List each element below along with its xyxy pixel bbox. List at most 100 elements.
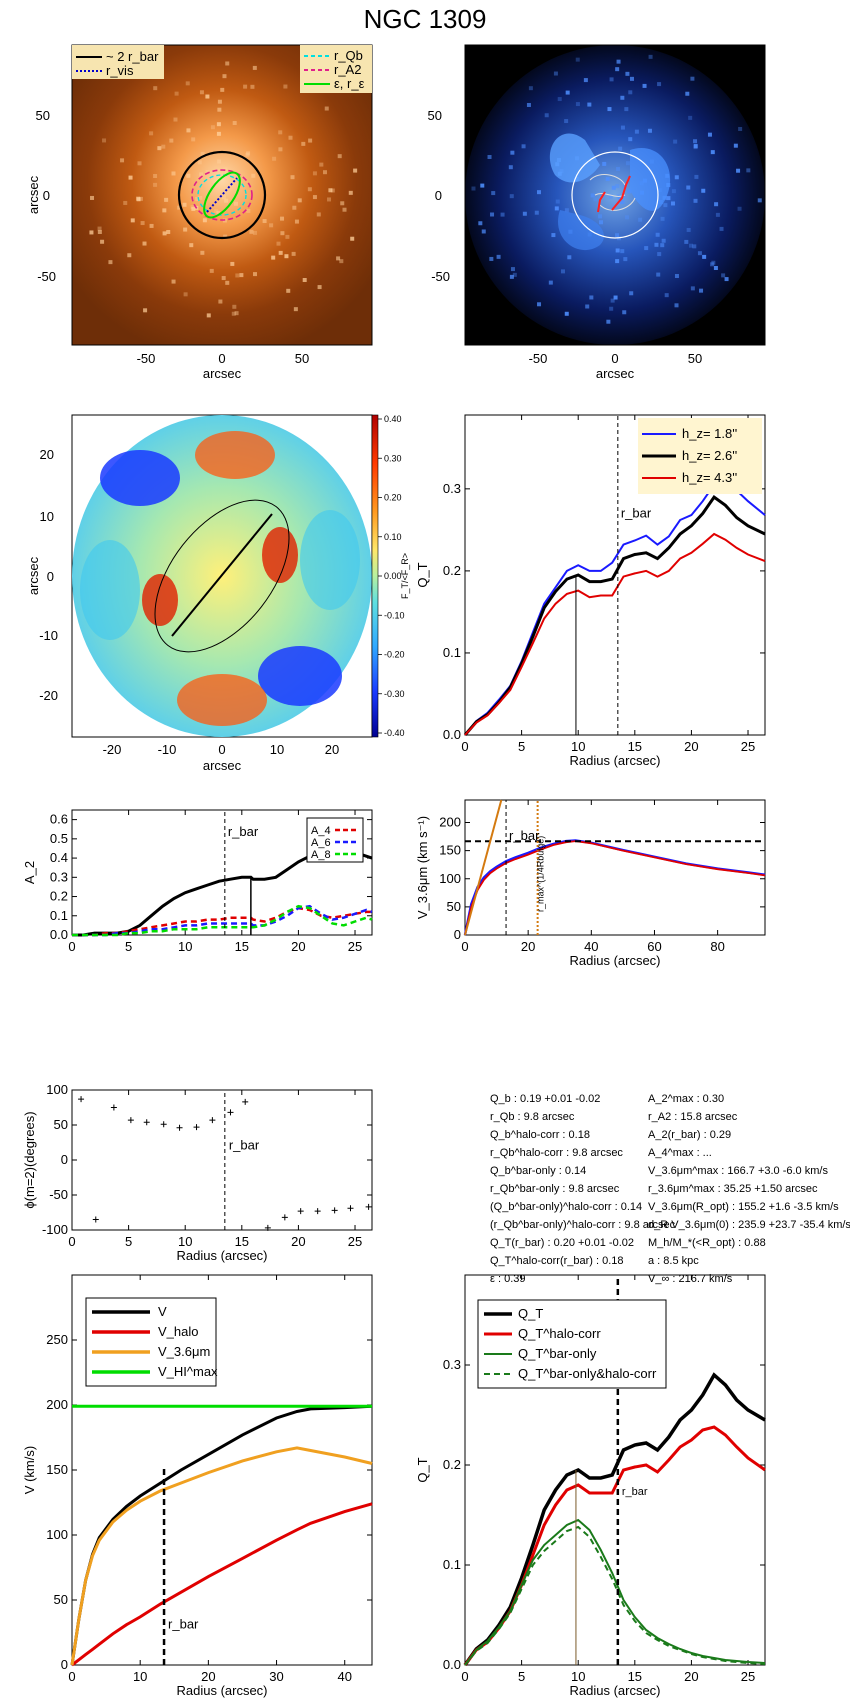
- image-speckle: [711, 260, 716, 265]
- image-speckle: [166, 229, 171, 234]
- image-speckle: [286, 288, 291, 293]
- image-speckle: [243, 84, 248, 89]
- rbar-label: r_bar: [622, 1486, 648, 1498]
- image-speckle: [624, 107, 629, 112]
- image-speckle: [480, 183, 485, 188]
- image-speckle: [149, 223, 154, 228]
- image-speckle: [143, 308, 148, 313]
- image-speckle: [164, 197, 169, 202]
- p9-ytick-label: 150: [46, 1462, 68, 1477]
- image-speckle: [232, 120, 237, 125]
- image-speckle: [663, 203, 668, 208]
- phase-point: [331, 1207, 338, 1214]
- image-speckle: [174, 91, 179, 96]
- image-speckle: [478, 221, 483, 226]
- p6-xtick-label: 0: [461, 939, 468, 954]
- qt-halo-series-line: [463, 1372, 766, 1667]
- image-speckle: [89, 230, 94, 235]
- image-speckle: [214, 209, 219, 214]
- image-speckle: [128, 175, 133, 180]
- p6-ytick-label: 200: [439, 815, 461, 830]
- p2-xtick-1: 0: [611, 351, 618, 366]
- image-speckle: [509, 194, 514, 199]
- image-speckle: [622, 194, 627, 199]
- parameter-row: A_4^max : ...: [648, 1147, 712, 1159]
- image-speckle: [644, 246, 649, 251]
- p5-frame: [71, 809, 373, 936]
- p3-ytick-3: -10: [39, 628, 58, 643]
- image-speckle: [567, 255, 572, 260]
- p5-ytick-label: 0.6: [50, 812, 68, 827]
- p10-ytick-label: 0.1: [443, 1557, 461, 1572]
- image-speckle: [689, 243, 694, 248]
- parameter-row: r_3.6μm^max : 35.25 +1.50 arcsec: [648, 1183, 818, 1195]
- parameter-row: r_Qb^bar-only : 9.8 arcsec: [490, 1183, 620, 1195]
- fourier-series-line: [72, 904, 373, 937]
- parameter-column-left: Q_b : 0.19 +0.01 -0.02 r_Qb : 9.8 arcsec Q…: [490, 1090, 675, 1288]
- image-speckle: [272, 156, 277, 161]
- p2-ytick-1: 0: [435, 188, 442, 203]
- image-speckle: [353, 168, 358, 173]
- image-speckle: [671, 189, 676, 194]
- image-speckle: [697, 251, 702, 256]
- image-speckle: [217, 107, 222, 112]
- image-speckle: [616, 166, 621, 171]
- p7-ytick-label: 50: [54, 1117, 68, 1132]
- p1-ylabel: arcsec: [26, 175, 41, 214]
- image-speckle: [510, 150, 515, 155]
- legend-label: V_3.6μm: [158, 1344, 210, 1359]
- image-speckle: [628, 137, 633, 142]
- image-speckle: [598, 214, 603, 219]
- p5-ytick-label: 0.3: [50, 869, 68, 884]
- image-speckle: [587, 102, 592, 107]
- rvis-line: [206, 177, 238, 213]
- phase-point: [347, 1205, 354, 1212]
- p10-ytick-label: 0.3: [443, 1357, 461, 1372]
- p7-xtick-label: 5: [125, 1234, 132, 1249]
- image-speckle: [714, 202, 719, 207]
- image-speckle: [625, 215, 630, 220]
- image-speckle: [621, 199, 626, 204]
- p4-ytick-label: 0.1: [443, 645, 461, 660]
- p3-ylabel: arcsec: [26, 556, 41, 595]
- image-speckle: [620, 95, 625, 100]
- image-speckle: [694, 174, 699, 179]
- qt-series-line: [464, 532, 766, 736]
- parameter-row: M_h/M_*(<R_opt) : 0.88: [648, 1237, 766, 1249]
- image-speckle: [200, 151, 205, 156]
- image-speckle: [262, 219, 267, 224]
- legend-label: Q_T^bar-only&halo-corr: [518, 1366, 657, 1381]
- image-speckle: [690, 76, 695, 81]
- legend-label: A_4: [311, 825, 331, 837]
- image-speckle: [536, 190, 541, 195]
- legend-label: V: [158, 1304, 167, 1319]
- image-speckle: [312, 171, 317, 176]
- image-speckle: [209, 268, 214, 273]
- p5-xtick-label: 10: [178, 939, 192, 954]
- image-speckle: [605, 177, 610, 182]
- p3-xtick-1: -10: [158, 742, 177, 757]
- p5-xtick-label: 15: [235, 939, 249, 954]
- p6-ytick-label: 0: [454, 927, 461, 942]
- colorbar-tick-label: -0.20: [384, 650, 405, 660]
- p10-xtick-label: 5: [518, 1669, 525, 1684]
- parameter-row: Q_b : 0.19 +0.01 -0.02: [490, 1093, 601, 1105]
- image-speckle: [339, 259, 344, 264]
- image-speckle: [673, 139, 678, 144]
- p9-xtick-label: 40: [337, 1669, 351, 1684]
- image-speckle: [701, 188, 706, 193]
- image-speckle: [713, 265, 718, 270]
- p5-xtick-label: 0: [68, 939, 75, 954]
- legend-label: h_z= 4.3'': [682, 470, 737, 485]
- image-speckle: [554, 206, 559, 211]
- rotation-curve-line: [463, 839, 766, 936]
- p10-xtick-label: 0: [461, 1669, 468, 1684]
- image-speckle: [230, 261, 235, 266]
- image-speckle: [615, 184, 620, 189]
- image-speckle: [664, 293, 669, 298]
- p9-ylabel: V (km/s): [22, 1446, 37, 1494]
- image-speckle: [278, 250, 283, 255]
- image-speckle: [153, 86, 158, 91]
- image-speckle: [301, 141, 306, 146]
- image-speckle: [169, 138, 174, 143]
